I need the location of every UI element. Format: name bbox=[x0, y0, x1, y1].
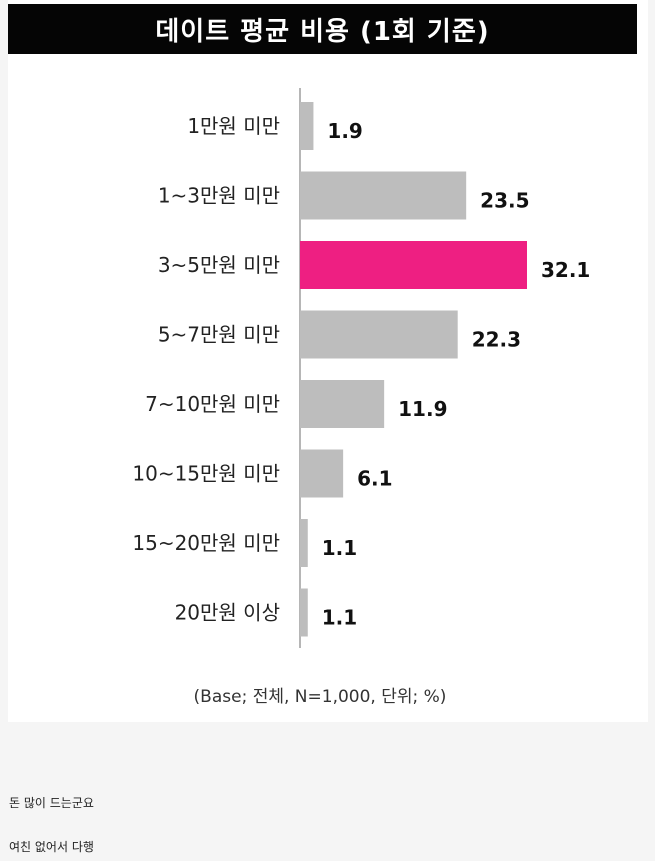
chart-card bbox=[8, 0, 648, 722]
comment-text: 여친 없어서 다행 bbox=[9, 840, 94, 854]
value-label: 1.1 bbox=[322, 606, 357, 630]
bar bbox=[300, 588, 308, 637]
value-label: 1.1 bbox=[322, 536, 357, 560]
category-label: 1~3만원 미만 bbox=[158, 184, 280, 208]
bar bbox=[300, 519, 308, 567]
base-note: (Base; 전체, N=1,000, 단위; %) bbox=[193, 687, 447, 707]
bar bbox=[300, 171, 467, 220]
value-label: 32.1 bbox=[541, 258, 590, 282]
category-label: 5~7만원 미만 bbox=[158, 323, 280, 347]
bar bbox=[300, 241, 527, 289]
category-label: 1만원 미만 bbox=[187, 114, 280, 138]
value-label: 23.5 bbox=[480, 189, 529, 213]
bar bbox=[300, 449, 344, 498]
value-label: 22.3 bbox=[472, 328, 521, 352]
category-label: 3~5만원 미만 bbox=[158, 253, 280, 277]
category-label: 20만원 이상 bbox=[175, 601, 280, 625]
bar bbox=[300, 310, 458, 359]
category-label: 7~10만원 미만 bbox=[145, 392, 280, 416]
bar bbox=[300, 380, 385, 428]
value-label: 1.9 bbox=[327, 119, 362, 143]
category-label: 15~20만원 미만 bbox=[132, 531, 280, 555]
value-label: 6.1 bbox=[357, 467, 392, 491]
category-label: 10~15만원 미만 bbox=[132, 462, 280, 486]
bar bbox=[300, 102, 314, 150]
comment-text: 돈 많이 드는군요 bbox=[9, 796, 94, 810]
chart-title: 데이트 평균 비용 (1회 기준) bbox=[8, 4, 637, 54]
value-label: 11.9 bbox=[398, 397, 447, 421]
bar-chart: 1만원 미만 1.9 1~3만원 미만 23.5 3~5만원 미만 32.1 5~7만원 미… bbox=[132, 88, 590, 648]
